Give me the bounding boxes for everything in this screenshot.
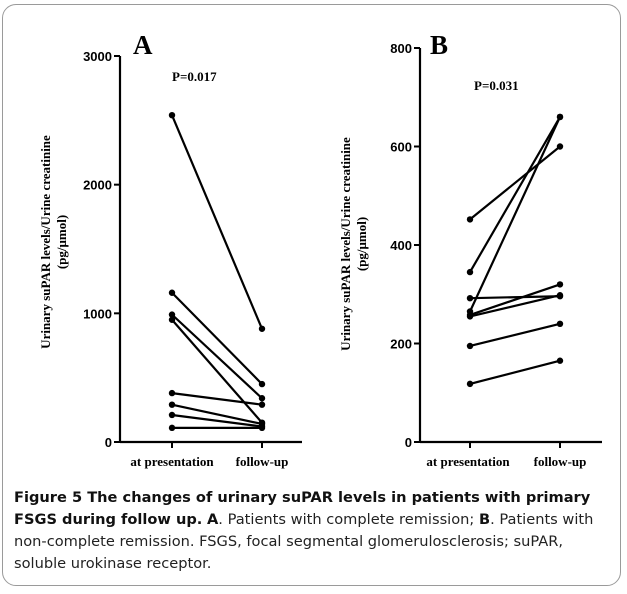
panel-a-series-line [170,114,264,330]
panel-b-point-presentation [466,342,474,350]
panel-a-pvalue: P=0.017 [172,69,217,84]
caption-b-label: B [478,511,491,528]
panel-b-series-line [469,294,561,318]
panel-b-series-line [469,283,561,316]
panel-b-series-line [469,116,561,312]
panel-b-series-line [469,116,561,273]
panel-b: B P=0.031 Urinary suPAR levels/Urine cre… [338,30,602,469]
panel-a-point-followup [258,401,266,408]
panel-a-series-line [171,291,263,385]
panel-a-ylabel-line1: Urinary suPAR levels/Urine creatinine [38,135,53,349]
figure-frame [2,4,621,586]
panel-b-xtick-followup: follow-up [534,454,587,469]
panel-b-point-presentation [466,216,474,223]
panel-b-ytick-label: 0 [405,435,412,450]
panel-b-point-presentation [466,313,474,320]
panel-b-ytick-label: 800 [390,41,412,56]
panel-b-point-presentation [466,294,474,302]
caption-a-label: A [207,511,219,528]
panel-b-ylabel-line1: Urinary suPAR levels/Urine creatinine [338,137,353,351]
panel-a-ylabel-line2: (pg/μmol) [54,215,69,269]
panel-b-ytick-label: 400 [390,238,412,253]
figure-caption: Figure 5 The changes of urinary suPAR le… [14,487,614,575]
panel-a-series-line [171,319,263,424]
panel-b-pvalue: P=0.031 [474,78,519,93]
panel-b-ylabel-line2: (pg/μmol) [354,217,369,271]
panel-a-point-presentation [168,411,176,419]
panel-b-ytick-label: 200 [390,337,412,352]
panel-a-series-line [171,313,263,400]
panel-a-point-presentation [168,311,176,318]
panel-b-marks: 0 200 400 600 800 [390,41,602,450]
panel-a-series-line [171,413,263,428]
panel-b-xtick-presentation: at presentation [426,454,510,469]
panel-b-point-followup [556,281,564,288]
panel-a-point-followup [258,325,266,332]
panel-a: A P=0.017 Urinary suPAR levels/Urine cre… [38,30,302,469]
panel-a-label: A [133,30,153,60]
panel-b-point-followup [556,143,564,150]
panel-a-ytick-label: 2000 [83,178,112,193]
panel-a-ytick-label: 1000 [83,306,112,321]
panel-a-marks: 0 1000 2000 3000 [83,49,302,450]
panel-a-point-presentation [168,389,176,397]
panel-b-ytick-label: 600 [390,140,412,155]
panel-b-point-followup [556,292,564,299]
panel-a-point-presentation [168,111,176,119]
panel-b-series-line [469,145,561,221]
caption-title: Figure 5 The changes of urinary suPAR le… [14,489,591,528]
panel-a-series-line [171,403,263,426]
panel-a-ytick-label: 3000 [83,49,112,64]
panel-a-point-presentation [168,289,176,296]
panel-b-series-line [469,359,561,385]
panel-a-point-presentation [168,316,176,323]
panel-a-point-followup [258,380,266,388]
panel-a-series-line [171,392,263,406]
panel-b-series-line [469,295,561,300]
panel-b-point-followup [556,357,564,364]
panel-b-point-presentation [466,268,474,276]
caption-a-text: . Patients with complete remission; [218,511,479,528]
caption-b-text: . Patients with non-complete remission. … [14,511,594,572]
panel-a-xtick-followup: follow-up [236,454,289,469]
panel-b-series-line [469,322,561,348]
panel-a-xtick-presentation: at presentation [130,454,214,469]
panel-b-point-followup [556,320,564,327]
panel-a-point-presentation [168,401,176,408]
panel-b-label: B [430,30,448,60]
panel-b-point-presentation [466,380,474,388]
panel-b-point-followup [556,113,564,121]
panel-a-point-followup [258,395,266,402]
panel-a-point-followup [258,424,266,432]
panel-a-ytick-label: 0 [105,435,112,450]
panel-a-point-presentation [168,424,176,432]
